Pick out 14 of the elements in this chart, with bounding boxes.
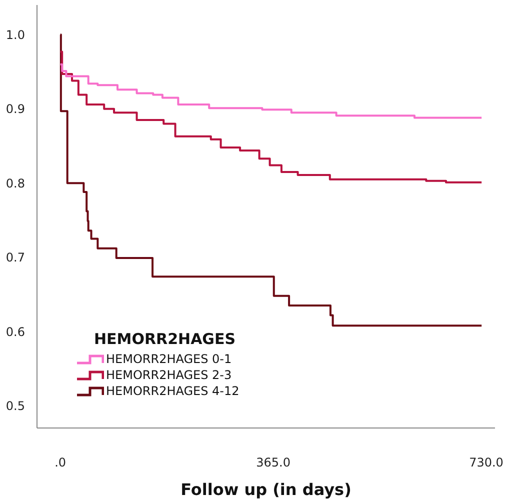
y-tick-label: 0.7 (6, 250, 25, 265)
legend-label: HEMORR2HAGES 2-3 (106, 367, 232, 383)
x-axis-title: Follow up (in days) (180, 480, 352, 499)
x-tick-label: .0 (54, 456, 66, 470)
y-tick-label: 0.5 (6, 398, 25, 413)
x-tick-label: 730.0 (469, 456, 504, 470)
legend-title: HEMORR2HAGES (93, 330, 237, 348)
x-tick-label: 365.0 (256, 456, 290, 470)
legend-label: HEMORR2HAGES 4-12 (106, 383, 240, 399)
y-tick-label: 0.9 (6, 102, 25, 116)
y-tick-label: 0.8 (6, 176, 25, 190)
y-tick-label: 1.0 (6, 28, 25, 42)
legend-label: HEMORR2HAGES 0-1 (106, 351, 232, 367)
y-tick-label: 0.6 (6, 324, 25, 339)
